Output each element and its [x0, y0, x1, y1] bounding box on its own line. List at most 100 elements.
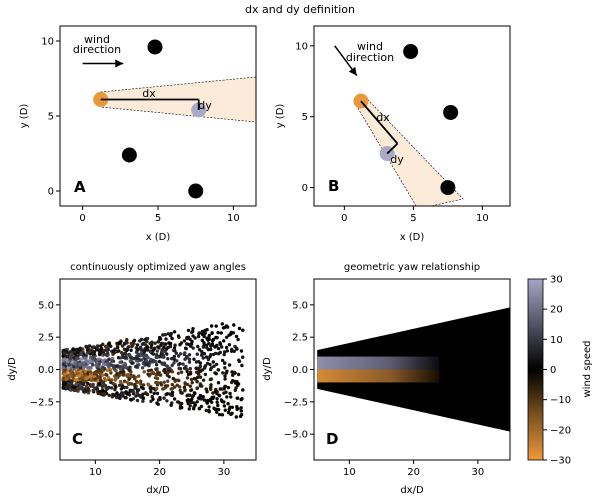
scatter-point	[75, 371, 80, 376]
scatter-point	[226, 385, 231, 390]
scatter-point	[172, 354, 177, 359]
scatter-point	[187, 407, 191, 411]
scatter-point	[207, 410, 211, 414]
scatter-point	[233, 388, 237, 392]
scatter-point	[213, 371, 217, 375]
scatter-point	[220, 358, 225, 363]
y-tick-label: 2.5	[38, 333, 54, 344]
scatter-point	[61, 386, 65, 390]
y-tick-label: 5.0	[38, 300, 54, 311]
scatter-point	[228, 391, 232, 396]
scatter-point	[89, 378, 94, 382]
scatter-point	[116, 345, 120, 350]
scatter-point	[122, 347, 127, 351]
scatter-point	[178, 385, 182, 389]
scatter-point	[155, 401, 159, 405]
scatter-point	[203, 364, 208, 368]
scatter-point	[131, 390, 135, 394]
scatter-point	[146, 355, 150, 360]
scatter-point	[130, 382, 134, 386]
scatter-point	[119, 387, 124, 391]
scatter-point	[207, 405, 211, 409]
colorbar-tick-label: 30	[550, 275, 563, 286]
scatter-point	[127, 368, 131, 372]
scatter-point	[170, 393, 175, 398]
scatter-point	[148, 372, 152, 377]
y-tick-label: 0	[48, 187, 54, 198]
scatter-point	[178, 401, 182, 405]
scatter-point	[209, 324, 214, 328]
scatter-point	[236, 407, 240, 411]
panel-a-plot-area	[82, 39, 256, 199]
scatter-point	[135, 398, 140, 403]
scatter-point	[198, 393, 203, 398]
scatter-point	[123, 361, 127, 366]
scatter-point	[133, 386, 137, 390]
scatter-point	[170, 370, 175, 374]
scatter-point	[152, 347, 156, 351]
scatter-point	[179, 370, 184, 374]
scatter-point	[182, 339, 187, 343]
scatter-point	[70, 379, 74, 384]
scatter-point	[215, 400, 219, 404]
scatter-point	[141, 348, 145, 353]
scatter-point	[134, 394, 138, 398]
scatter-point	[212, 364, 216, 368]
scatter-point	[86, 381, 90, 386]
scatter-point	[200, 329, 205, 334]
scatter-point	[191, 329, 195, 334]
panel-a-ylabel: y (D)	[19, 104, 30, 129]
scatter-point	[207, 333, 211, 338]
scatter-point	[114, 376, 118, 380]
scatter-point	[162, 369, 166, 373]
scatter-point	[210, 331, 214, 335]
scatter-point	[115, 391, 119, 395]
scatter-point	[208, 355, 212, 359]
scatter-point	[239, 349, 244, 353]
scatter-point	[205, 328, 209, 332]
panel-a-wind-label-2: direction	[73, 43, 121, 56]
scatter-point	[72, 373, 76, 378]
scatter-point	[114, 369, 118, 373]
scatter-point	[157, 359, 162, 364]
panel-a-xlabel: x (D)	[146, 232, 171, 243]
scatter-point	[127, 345, 131, 349]
scatter-point	[197, 348, 202, 352]
scatter-point	[181, 362, 185, 366]
scatter-point	[216, 330, 220, 335]
scatter-point	[215, 410, 219, 414]
scatter-point	[186, 328, 191, 333]
scatter-point	[176, 354, 181, 358]
scatter-point	[195, 380, 199, 384]
scatter-point	[170, 390, 175, 395]
scatter-point	[153, 376, 158, 380]
panel-b-axes: 0 5 10 0 5 10	[295, 41, 488, 224]
scatter-point	[191, 334, 195, 338]
scatter-point	[202, 341, 206, 345]
scatter-point	[173, 349, 177, 353]
scatter-point	[221, 371, 225, 375]
scatter-point	[111, 392, 115, 397]
scatter-point	[156, 345, 160, 349]
scatter-point	[76, 386, 80, 390]
scatter-point	[180, 405, 184, 410]
scatter-point	[165, 352, 169, 356]
scatter-point	[216, 407, 221, 412]
scatter-point	[189, 344, 193, 348]
scatter-point	[175, 359, 179, 363]
scatter-point	[164, 347, 169, 351]
scatter-point	[124, 355, 128, 359]
scatter-point	[115, 372, 119, 376]
scatter-point	[141, 386, 145, 391]
scatter-point	[223, 384, 227, 388]
scatter-point	[125, 392, 129, 396]
scatter-point	[71, 376, 75, 380]
scatter-point	[139, 337, 144, 342]
x-tick-label: 10	[89, 467, 102, 478]
scatter-point	[201, 395, 205, 399]
scatter-point	[127, 353, 131, 358]
scatter-point	[79, 372, 83, 376]
scatter-point	[209, 347, 213, 352]
panel-c-letter: C	[72, 430, 83, 448]
